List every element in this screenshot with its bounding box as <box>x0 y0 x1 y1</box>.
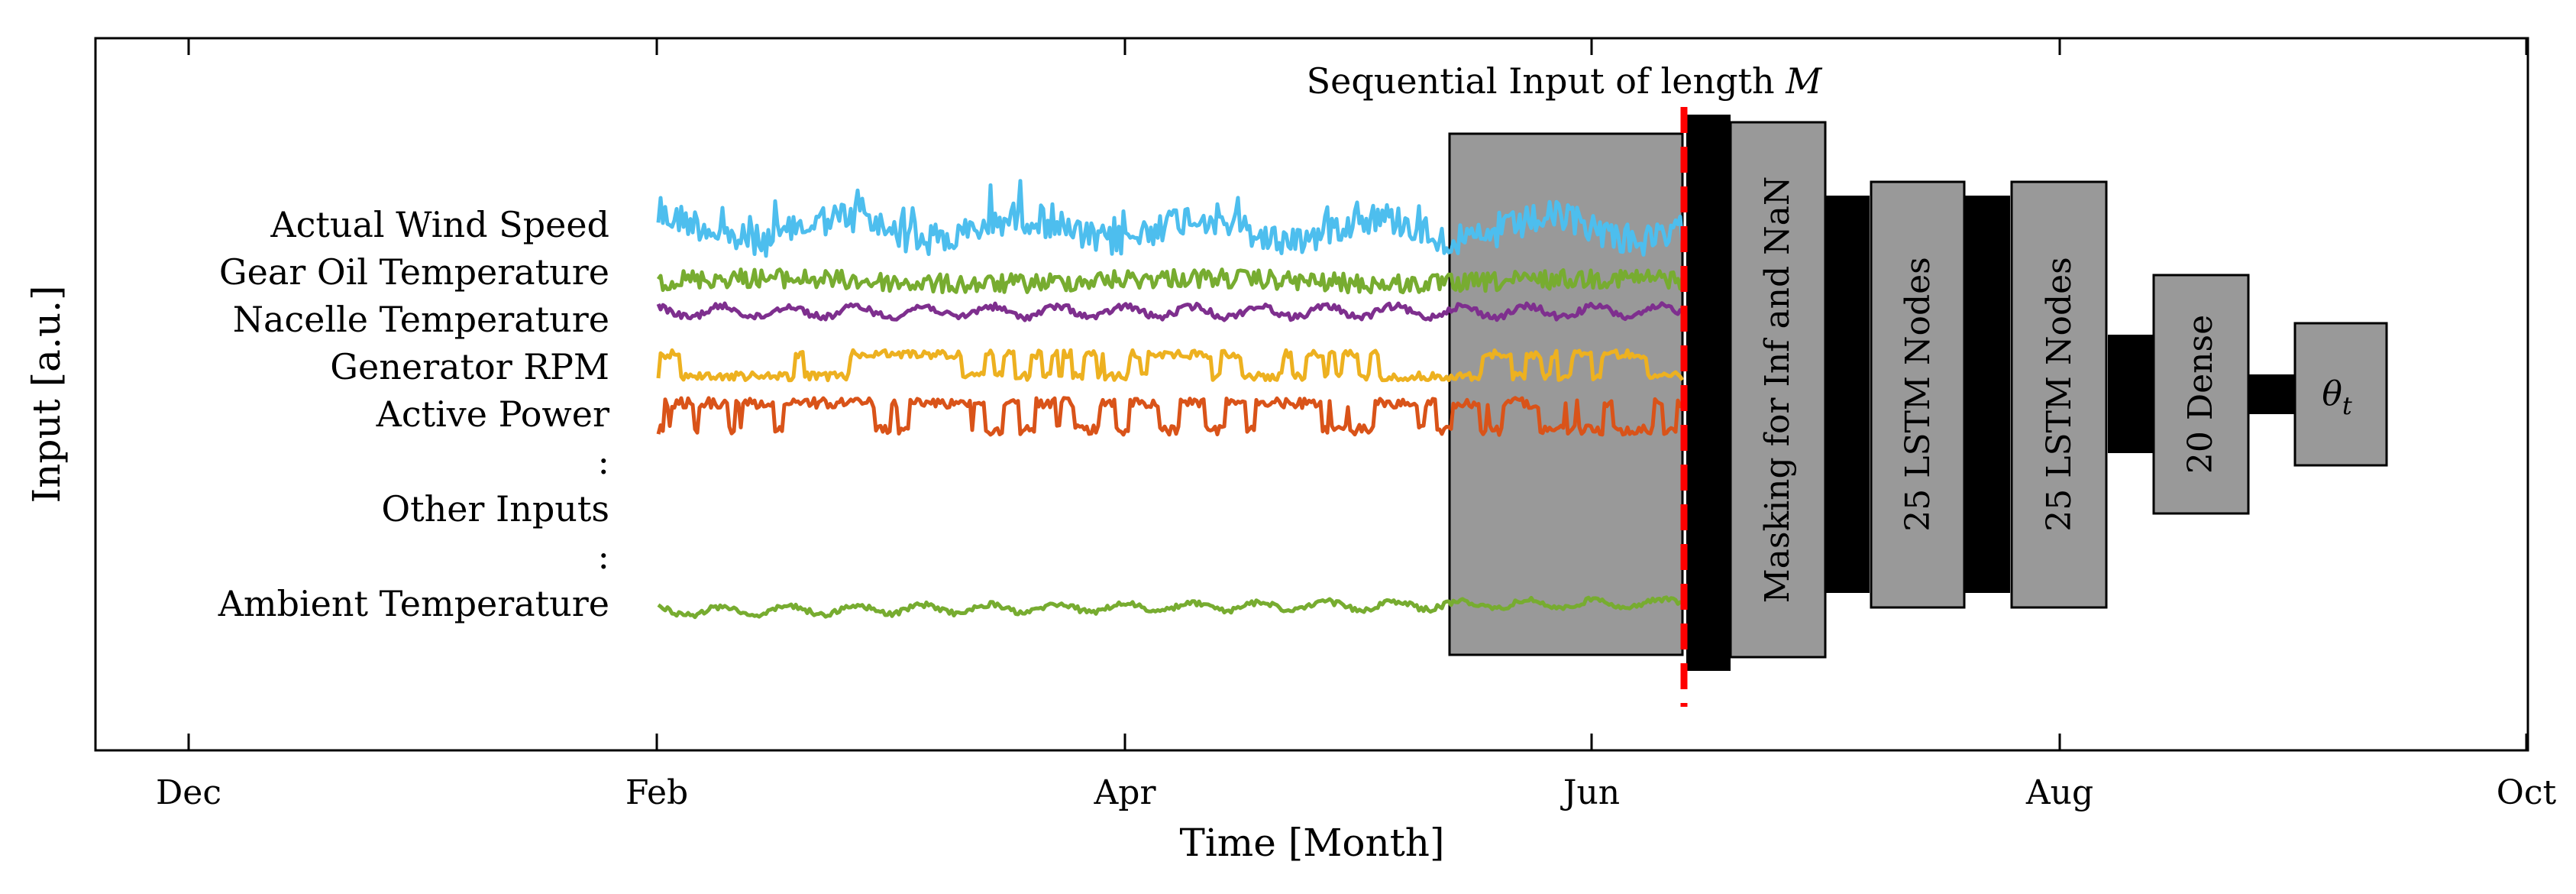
input-signals <box>656 179 1685 620</box>
x-axis-label: Time [Month] <box>1179 821 1444 865</box>
output-subscript: t <box>2342 391 2352 420</box>
x-tick-label-aug: Aug <box>2025 773 2093 812</box>
lstm-block-2 <box>2010 180 2108 609</box>
y-axis-label: Input [a.u.] <box>24 286 69 504</box>
signal-label-ambient: Ambient Temperature <box>218 583 609 624</box>
signal-generator-rpm <box>656 348 1685 383</box>
x-tick-label-jun: Jun <box>1560 773 1620 812</box>
window-title: Sequential Input of length M <box>1307 60 1824 102</box>
connector-input <box>1686 115 1731 671</box>
connector-4 <box>2248 374 2295 414</box>
connector-1 <box>1824 196 1870 593</box>
signal-label-nacelle: Nacelle Temperature <box>233 299 609 340</box>
dense-block <box>2152 274 2250 515</box>
dense-block-label: 20 Dense <box>2181 315 2220 474</box>
window-title-text: Sequential Input of length <box>1307 60 1786 102</box>
x-tick-label-oct: Oct <box>2497 773 2557 812</box>
signal-wind-speed <box>656 179 1685 258</box>
x-tick-label-apr: Apr <box>1094 773 1157 812</box>
signal-label-ellipsis-1: : <box>598 441 610 482</box>
x-axis-ticks <box>187 38 2528 750</box>
signal-active-power <box>656 396 1683 437</box>
signal-label-gear-oil: Gear Oil Temperature <box>219 251 609 293</box>
lstm-block-1 <box>1870 180 1966 609</box>
signal-ambient <box>657 595 1683 620</box>
signal-label-ellipsis-2: : <box>598 536 610 577</box>
connector-2 <box>1964 196 2010 593</box>
signal-labels: Actual Wind Speed Gear Oil Temperature N… <box>218 204 609 624</box>
signal-label-other-inputs: Other Inputs <box>381 488 609 530</box>
masking-block <box>1729 121 1827 659</box>
signal-label-wind-speed: Actual Wind Speed <box>270 204 609 245</box>
connector-3 <box>2108 335 2154 453</box>
output-block <box>2293 322 2388 467</box>
output-block-label: θt <box>2322 374 2352 420</box>
signal-nacelle <box>656 301 1684 322</box>
plot-frame <box>94 37 2529 752</box>
signal-label-generator-rpm: Generator RPM <box>330 346 609 387</box>
x-axis-tick-labels: Dec Feb Apr Jun Aug Oct <box>156 773 2556 812</box>
x-tick-label-feb: Feb <box>625 773 688 812</box>
signal-label-active-power: Active Power <box>376 394 609 435</box>
output-symbol: θ <box>2322 374 2342 413</box>
window-title-variable: M <box>1785 60 1823 102</box>
x-tick-label-dec: Dec <box>156 773 221 812</box>
lstm-block-2-label: 25 LSTM Nodes <box>2040 257 2079 532</box>
lstm-block-1-label: 25 LSTM Nodes <box>1899 257 1938 532</box>
masking-block-label: Masking for Inf and NaN <box>1758 177 1797 604</box>
signal-gear-oil <box>656 267 1685 295</box>
